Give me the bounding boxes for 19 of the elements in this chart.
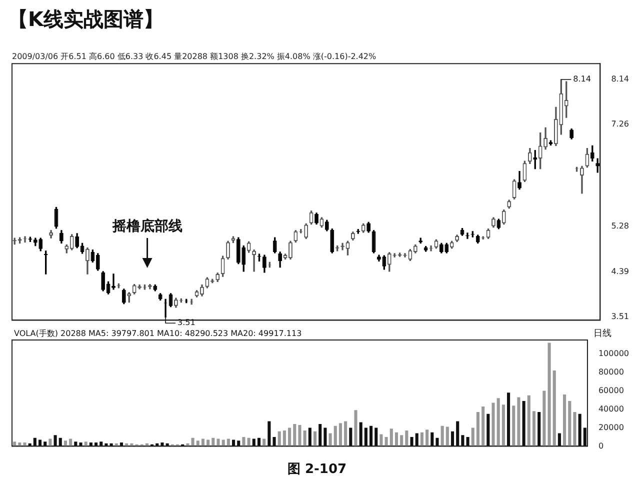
y-tick-label: 40000 — [598, 404, 624, 414]
chart-subtitle: 2009/03/06 开6.51 高6.60 低6.33 收6.45 量20288 额1308 换2.32% 振4.08% 涨(-0.16)-2.42% — [12, 52, 377, 61]
chart-title: 【K线实战图谱】 — [8, 6, 164, 33]
annotation: 8.14 — [573, 74, 591, 84]
y-tick-label: 4.39 — [611, 267, 629, 276]
text: VOLA(手数) 20288 MA5: 39797.801 MA10: 48290.523 MA20: 49917.113 — [14, 329, 302, 338]
y-tick-label: 80000 — [598, 367, 624, 376]
y-tick-label: 7.26 — [611, 120, 629, 129]
y-tick-label: 8.14 — [611, 74, 629, 84]
y-tick-label: 3.51 — [611, 312, 629, 322]
y-tick-label: 0 — [598, 441, 604, 450]
text: 日线 — [593, 328, 612, 339]
annotation: 3.51 — [178, 318, 196, 328]
annotation: 摇橹底部线 — [111, 218, 182, 235]
caption: 图 2-107 — [286, 461, 348, 478]
y-tick-label: 20000 — [598, 422, 624, 432]
y-tick-label: 5.28 — [611, 221, 629, 230]
y-tick-label: 60000 — [598, 386, 624, 395]
y-tick-label: 100000 — [598, 348, 630, 358]
